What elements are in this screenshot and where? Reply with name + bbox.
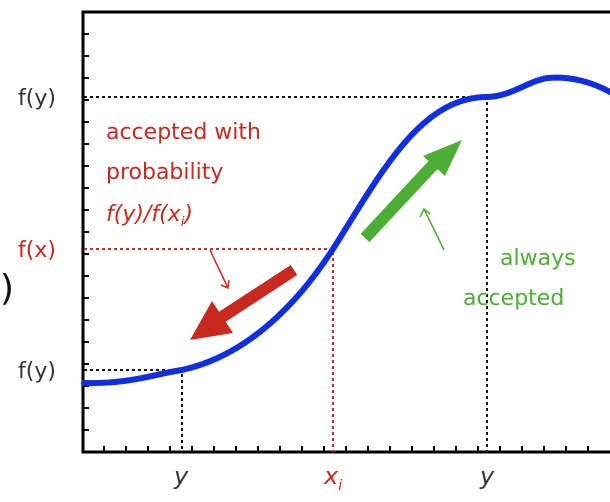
red-move-arrow [190,264,298,340]
red-annotation-subscript: i [181,215,185,230]
x-axis-ticks [103,446,589,452]
red-pointer-arrow [209,249,230,290]
y-label-fy-bottom: f(y) [18,359,56,384]
green-annotation-line1: always [500,246,576,271]
red-annotation-line1: accepted with [106,120,261,145]
guide-fx-red [84,248,334,452]
red-annotation-line2: probability [106,160,223,185]
edge-parenthesis-glyph: ) [0,268,14,309]
x-label-y-right: y [479,462,495,490]
x-label-xi-subscript: i [338,478,342,494]
y-label-fy-top: f(y) [18,86,56,111]
x-label-y-left: y [173,462,189,490]
x-label-xi: xi [323,462,342,494]
green-pointer-arrow [419,207,445,251]
target-density-curve [81,74,610,387]
green-annotation-line2: accepted [463,286,564,311]
green-move-arrow [360,140,462,243]
y-label-fx: f(x) [18,238,56,263]
red-annotation-line3: f(y)/f(xi) [106,202,193,230]
